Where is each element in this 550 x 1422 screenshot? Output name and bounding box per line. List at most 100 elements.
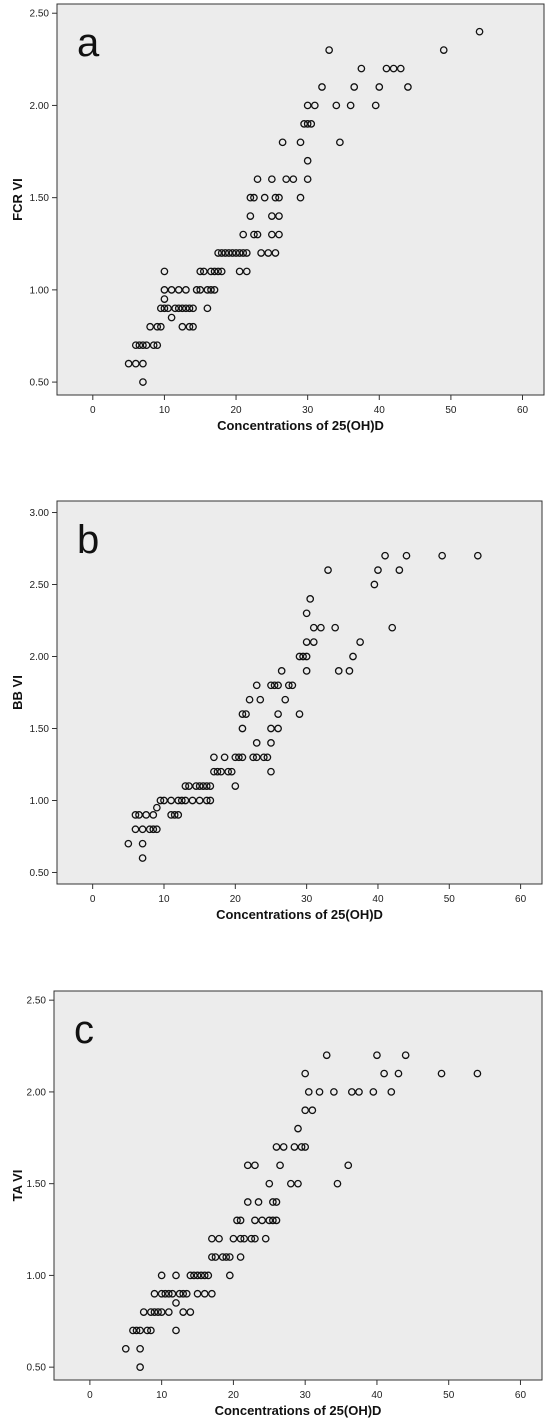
data-point bbox=[143, 1326, 152, 1335]
data-point bbox=[387, 1088, 396, 1096]
data-point bbox=[295, 652, 304, 661]
data-point bbox=[318, 83, 326, 91]
data-point bbox=[197, 1271, 205, 1280]
data-point bbox=[302, 652, 311, 661]
data-point bbox=[404, 83, 412, 91]
data-point bbox=[309, 623, 318, 632]
data-point bbox=[242, 267, 251, 276]
data-point bbox=[308, 1106, 317, 1115]
data-point bbox=[203, 286, 212, 294]
data-point bbox=[439, 46, 448, 54]
data-point bbox=[236, 1216, 245, 1225]
y-tick-label: 1.50 bbox=[30, 193, 50, 204]
data-point bbox=[297, 1143, 306, 1151]
data-point bbox=[295, 710, 304, 718]
data-point bbox=[438, 551, 446, 560]
data-point bbox=[275, 193, 283, 202]
x-tick-label: 10 bbox=[159, 405, 171, 416]
data-point bbox=[267, 681, 275, 690]
data-point bbox=[153, 341, 162, 350]
data-point bbox=[303, 120, 312, 128]
data-point bbox=[355, 1088, 363, 1096]
y-tick-label: 1.00 bbox=[30, 285, 50, 296]
x-tick-label: 20 bbox=[230, 405, 242, 416]
data-point bbox=[330, 1088, 338, 1096]
data-point bbox=[207, 286, 215, 294]
data-point bbox=[251, 1216, 259, 1225]
data-point bbox=[225, 249, 233, 257]
data-point bbox=[218, 1253, 227, 1261]
x-tick-label: 0 bbox=[90, 894, 96, 905]
data-point bbox=[178, 322, 187, 331]
data-point bbox=[239, 230, 248, 239]
x-tick-label: 0 bbox=[87, 1390, 93, 1401]
data-point bbox=[235, 267, 244, 276]
data-point bbox=[172, 1299, 180, 1307]
data-point bbox=[301, 1106, 310, 1115]
x-tick-label: 60 bbox=[515, 1390, 527, 1401]
data-point bbox=[157, 1308, 166, 1316]
data-point bbox=[227, 767, 236, 776]
y-tick-label: 0.50 bbox=[30, 378, 50, 389]
x-tick-label: 50 bbox=[443, 1390, 455, 1401]
data-point bbox=[135, 341, 144, 350]
y-tick-label: 2.50 bbox=[30, 9, 50, 20]
data-point bbox=[294, 1179, 302, 1188]
x-tick-label: 40 bbox=[371, 1390, 383, 1401]
data-point bbox=[301, 1143, 310, 1151]
data-point bbox=[192, 286, 201, 294]
x-tick-label: 30 bbox=[302, 405, 314, 416]
data-point bbox=[168, 1289, 177, 1298]
data-point bbox=[129, 1326, 137, 1335]
x-tick-label: 50 bbox=[444, 894, 456, 905]
data-point bbox=[242, 710, 250, 718]
data-point bbox=[124, 359, 133, 368]
data-point bbox=[276, 1161, 284, 1170]
data-point bbox=[139, 1308, 148, 1316]
data-point bbox=[264, 249, 273, 257]
data-point bbox=[196, 267, 205, 276]
data-point bbox=[325, 46, 333, 54]
data-point bbox=[279, 1143, 288, 1151]
data-point bbox=[193, 1289, 202, 1298]
data-point bbox=[160, 286, 169, 294]
data-point bbox=[172, 1326, 180, 1335]
data-point bbox=[294, 1124, 302, 1133]
data-point bbox=[275, 212, 283, 220]
data-point bbox=[225, 1271, 234, 1280]
x-tick-label: 20 bbox=[228, 1390, 240, 1401]
data-point bbox=[139, 359, 147, 368]
data-point bbox=[217, 267, 226, 276]
data-point bbox=[394, 1069, 403, 1078]
data-point bbox=[153, 825, 161, 834]
data-point bbox=[275, 230, 283, 239]
data-point bbox=[288, 681, 297, 690]
data-point bbox=[315, 1088, 324, 1096]
data-point bbox=[356, 638, 364, 646]
data-point bbox=[136, 1326, 144, 1335]
data-point bbox=[302, 667, 311, 675]
data-point bbox=[202, 796, 211, 805]
data-point bbox=[250, 230, 258, 239]
x-tick-label: 20 bbox=[230, 894, 242, 905]
data-point bbox=[164, 1308, 173, 1316]
data-point bbox=[296, 138, 305, 147]
data-point bbox=[182, 1289, 191, 1298]
data-point bbox=[324, 566, 332, 574]
data-point bbox=[150, 1308, 159, 1316]
data-point bbox=[153, 803, 161, 812]
data-point bbox=[203, 304, 212, 313]
data-point bbox=[188, 796, 197, 805]
y-tick-label: 1.50 bbox=[30, 724, 50, 735]
data-point bbox=[195, 796, 204, 805]
data-point bbox=[268, 230, 276, 239]
data-point bbox=[121, 1344, 130, 1353]
data-point bbox=[281, 695, 290, 704]
data-point bbox=[131, 341, 140, 350]
x-axis-label: Concentrations of 25(OH)D bbox=[216, 907, 383, 922]
data-point bbox=[272, 1143, 281, 1151]
plot-area-a bbox=[56, 3, 545, 396]
data-point bbox=[331, 623, 340, 632]
data-point bbox=[303, 156, 312, 165]
